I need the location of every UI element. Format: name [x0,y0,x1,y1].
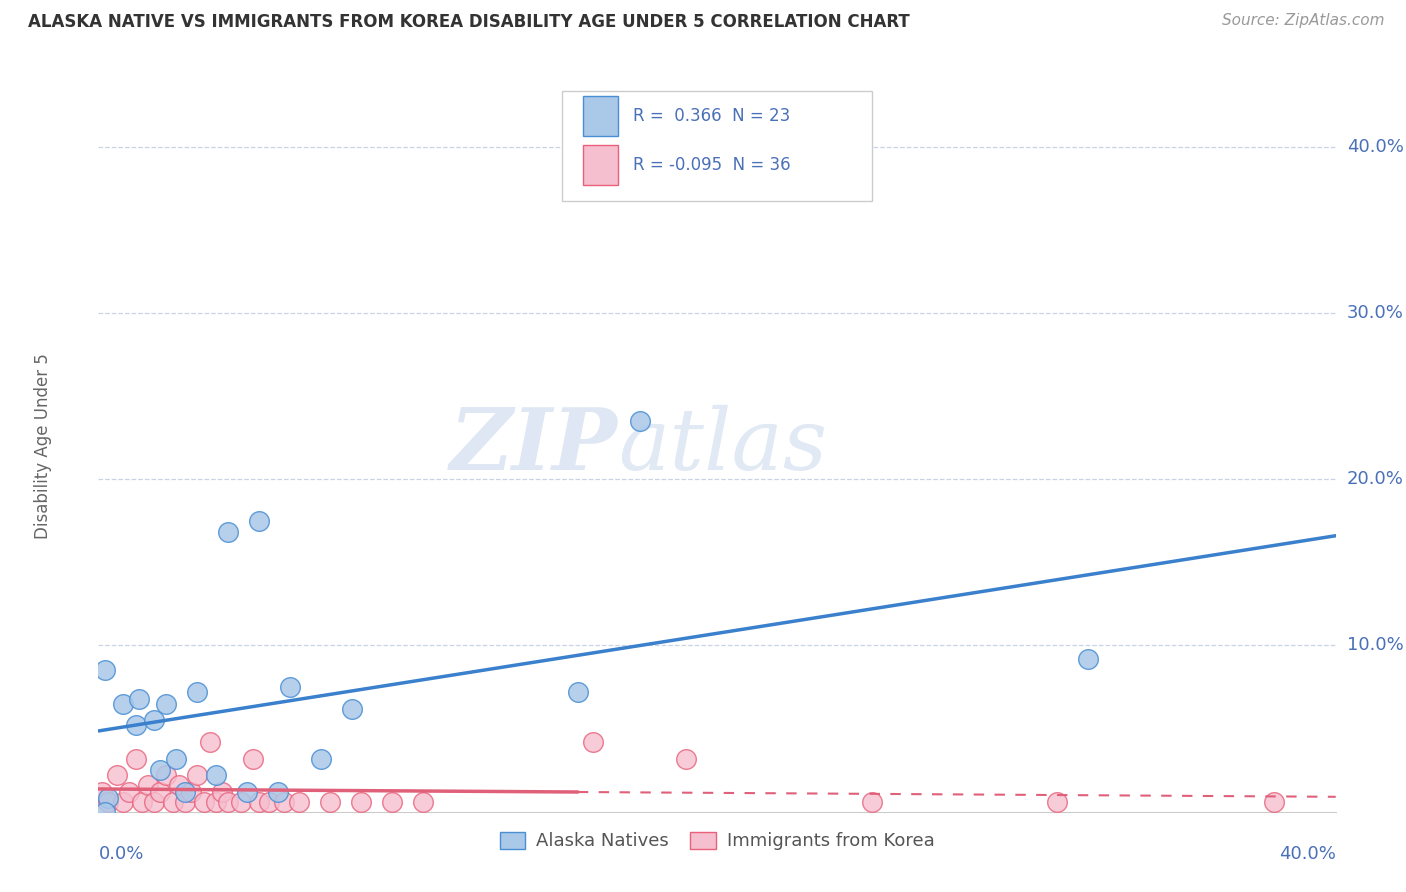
Text: Source: ZipAtlas.com: Source: ZipAtlas.com [1222,13,1385,29]
Point [124,718,146,732]
Text: R = -0.095  N = 36: R = -0.095 N = 36 [633,156,790,174]
Point [205,795,228,809]
Point [267,785,290,799]
Text: 30.0%: 30.0% [1347,304,1403,322]
Text: 0.0%: 0.0% [98,845,143,863]
Point [136,778,159,792]
Point [97,795,120,809]
Legend: Alaska Natives, Immigrants from Korea: Alaska Natives, Immigrants from Korea [492,824,942,857]
Text: 10.0%: 10.0% [1347,637,1403,655]
Point [860,795,883,809]
Point [174,785,197,799]
Point [1046,795,1069,809]
Point [229,795,252,809]
FancyBboxPatch shape [562,91,872,201]
Point [198,735,221,749]
FancyBboxPatch shape [583,145,619,185]
Point [105,768,128,782]
Point [236,785,259,799]
Point [247,795,270,809]
Point [217,525,239,540]
Point [131,795,153,809]
Point [128,691,150,706]
Point [112,697,135,711]
Point [582,735,605,749]
Point [155,697,177,711]
Point [186,685,208,699]
Point [167,778,190,792]
Point [319,795,342,809]
Point [93,664,115,678]
Text: R =  0.366  N = 23: R = 0.366 N = 23 [633,107,790,125]
Point [217,795,239,809]
Point [288,795,311,809]
Text: ZIP: ZIP [450,404,619,488]
Point [567,685,589,699]
Point [193,795,215,809]
Point [186,768,208,782]
Point [1077,652,1099,666]
Point [162,795,184,809]
Point [273,795,295,809]
Point [278,680,301,694]
Point [90,785,112,799]
Point [143,714,166,728]
Point [381,795,404,809]
Point [112,795,135,809]
Point [174,795,197,809]
Text: atlas: atlas [619,405,827,487]
Point [1263,795,1285,809]
Point [257,795,280,809]
Point [340,701,363,715]
Point [155,768,177,782]
Point [180,785,202,799]
Point [412,795,434,809]
Text: 20.0%: 20.0% [1347,470,1403,488]
Point [93,805,115,819]
Point [350,795,373,809]
Point [118,785,141,799]
Point [149,763,172,777]
Point [242,751,264,765]
Point [124,751,146,765]
Point [165,751,187,765]
Text: 40.0%: 40.0% [1279,845,1336,863]
Text: Disability Age Under 5: Disability Age Under 5 [34,353,52,539]
Point [211,785,233,799]
Point [149,785,172,799]
Point [309,751,332,765]
Point [205,768,228,782]
Point [247,514,270,528]
Text: 40.0%: 40.0% [1347,137,1403,156]
Text: ALASKA NATIVE VS IMMIGRANTS FROM KOREA DISABILITY AGE UNDER 5 CORRELATION CHART: ALASKA NATIVE VS IMMIGRANTS FROM KOREA D… [28,13,910,31]
Point [97,791,120,805]
Point [143,795,166,809]
Point [628,414,651,428]
FancyBboxPatch shape [583,95,619,136]
Point [675,751,697,765]
